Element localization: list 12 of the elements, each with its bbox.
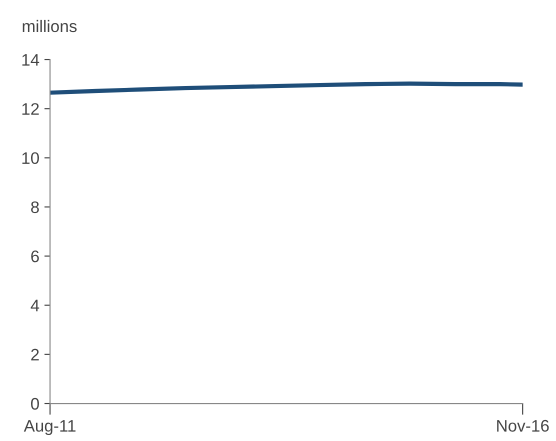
- y-tick-label: 4: [30, 300, 40, 312]
- y-tick-label: 12: [22, 103, 39, 115]
- y-tick-label: 0: [31, 398, 39, 410]
- y-tick-label: 10: [22, 152, 39, 164]
- y-tick-label: 8: [31, 201, 39, 214]
- line-series: [50, 82, 523, 95]
- y-tick-label: 2: [31, 348, 39, 360]
- y-tick-label: 14: [22, 54, 40, 66]
- x-tick-label: Nov-16: [497, 420, 549, 432]
- y-axis-title: millions: [22, 20, 77, 32]
- x-tick-label: Aug-11: [24, 420, 76, 436]
- y-tick-label: 6: [31, 250, 39, 262]
